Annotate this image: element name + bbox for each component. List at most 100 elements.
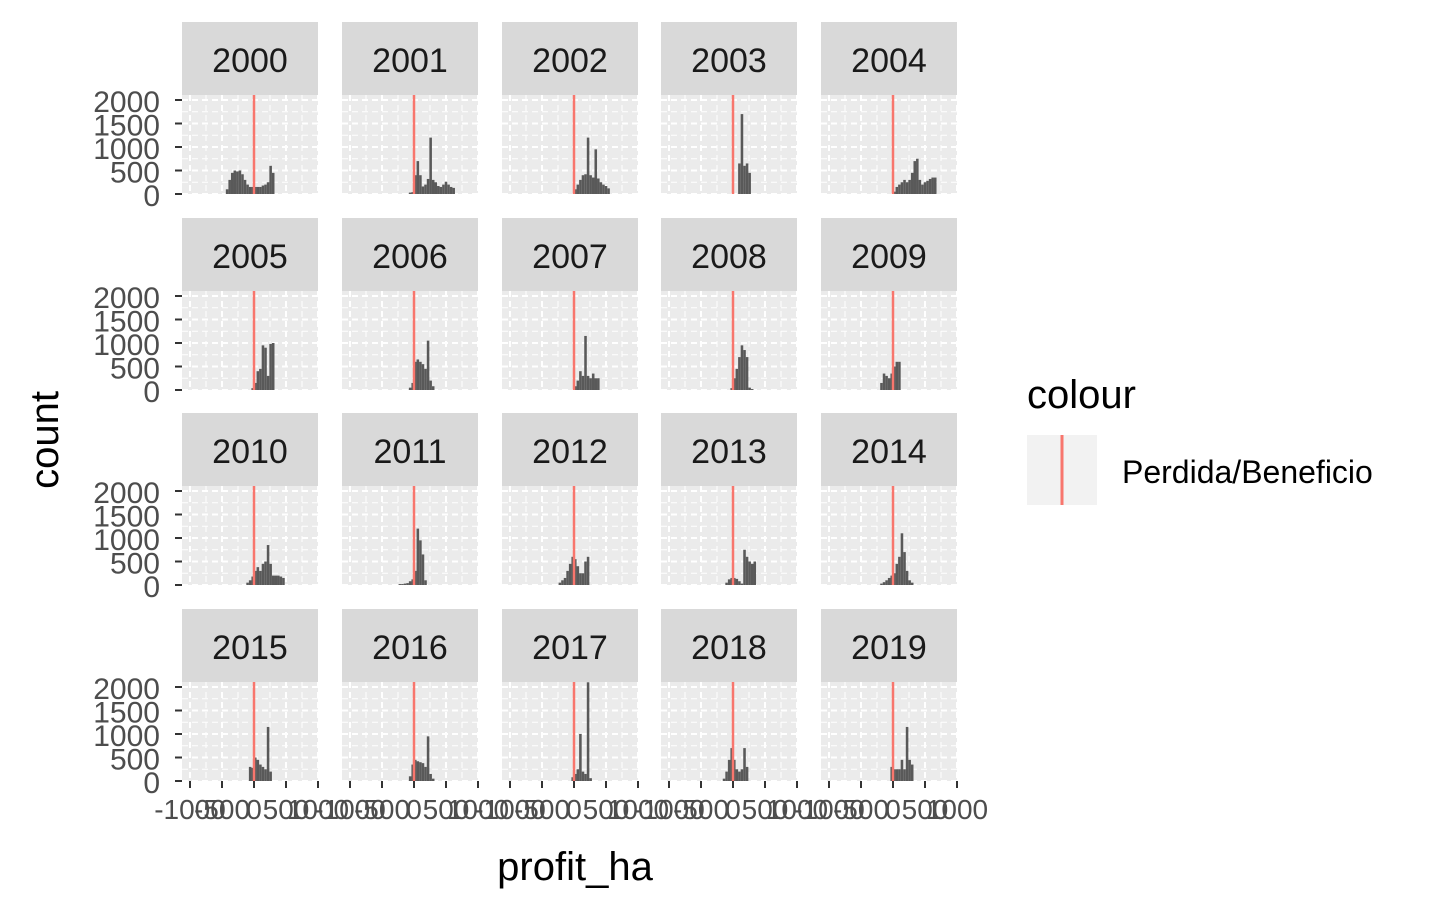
- y-tick-label: 0: [143, 571, 160, 604]
- histogram-bar: [266, 182, 270, 194]
- facet-strip-label: 2004: [851, 42, 927, 80]
- facet-strip-label: 2003: [691, 42, 767, 80]
- histogram-bar: [928, 178, 932, 194]
- facet-strip: [182, 22, 318, 95]
- histogram-bar: [748, 561, 751, 585]
- histogram-bar: [228, 179, 231, 194]
- histogram-bar: [921, 184, 924, 194]
- histogram-bar: [597, 178, 600, 194]
- histogram-bar: [589, 778, 592, 781]
- histogram-bar: [271, 575, 275, 585]
- facet-strip: [342, 22, 478, 95]
- histogram-bar: [264, 184, 267, 194]
- histogram-bar: [256, 186, 260, 194]
- histogram-bar: [256, 567, 260, 585]
- histogram-bar: [271, 172, 275, 194]
- panel-background: [182, 291, 318, 390]
- histogram-bar: [264, 347, 267, 390]
- histogram-bar: [566, 570, 569, 585]
- histogram-bar: [574, 189, 577, 194]
- histogram-bar: [750, 389, 754, 390]
- histogram-bar: [271, 343, 275, 390]
- facet-strip-label: 2008: [691, 238, 767, 276]
- y-tick-label: 1500: [93, 110, 160, 143]
- x-tick-label: -1000: [793, 794, 865, 825]
- facet-strip: [821, 609, 957, 682]
- histogram-bar: [916, 158, 919, 194]
- facet-strip-label: 2017: [532, 629, 608, 667]
- histogram-bar: [269, 343, 272, 390]
- histogram-bar: [574, 559, 577, 585]
- histogram-bar: [586, 556, 590, 585]
- facet-strip: [821, 413, 957, 486]
- histogram-bar: [735, 769, 739, 781]
- histogram-bar: [449, 186, 453, 194]
- facet-panel-2016: 2016: [342, 609, 479, 782]
- histogram-bar: [568, 563, 572, 585]
- histogram-bar: [738, 357, 741, 390]
- facet-strip-label: 2006: [372, 238, 448, 276]
- histogram-bar: [447, 184, 450, 194]
- histogram-bar: [740, 345, 744, 390]
- histogram-bar: [416, 528, 420, 585]
- facet-strip-label: 2005: [212, 238, 288, 276]
- histogram-bar: [887, 577, 891, 585]
- y-tick-label: 1000: [93, 329, 160, 362]
- histogram-bar: [254, 382, 257, 390]
- facet-panel-2018: 2018: [661, 609, 798, 782]
- histogram-bar: [243, 179, 247, 194]
- y-tick-label: 1000: [93, 524, 160, 557]
- histogram-bar: [898, 361, 901, 390]
- histogram-bar: [584, 561, 587, 585]
- panel-background: [821, 291, 957, 390]
- histogram-bar: [903, 769, 906, 781]
- facet-panel-2008: 2008: [661, 218, 798, 391]
- y-axis: 0500100015002000050010001500200005001000…: [93, 86, 182, 800]
- histogram-bar: [421, 186, 425, 194]
- histogram-bar: [910, 582, 914, 585]
- histogram-bar: [424, 184, 427, 194]
- facet-strip: [342, 609, 478, 682]
- histogram-bar: [261, 345, 265, 390]
- histogram-bar: [561, 580, 564, 585]
- facet-strip: [342, 218, 478, 291]
- histogram-bar: [251, 186, 254, 194]
- facet-strip-label: 2010: [212, 433, 288, 471]
- histogram-bar: [740, 114, 744, 194]
- facet-panel-2013: 2013: [661, 413, 798, 586]
- x-tick-label: -1000: [314, 794, 386, 825]
- histogram-bar: [910, 764, 914, 781]
- histogram-bar: [581, 375, 585, 390]
- facet-strip-label: 2013: [691, 433, 767, 471]
- panel-background: [661, 95, 797, 194]
- histogram-bar: [233, 170, 237, 194]
- y-tick-label: 1000: [93, 133, 160, 166]
- facet-panel-2019: 2019: [821, 609, 958, 782]
- histogram-bar: [893, 366, 896, 390]
- x-tick-label: -1000: [633, 794, 705, 825]
- facet-panel-2006: 2006: [342, 218, 479, 391]
- histogram-bar: [419, 762, 422, 781]
- x-tick-label: 1000: [607, 794, 669, 825]
- histogram-bar: [416, 761, 420, 781]
- histogram-bar: [254, 570, 257, 585]
- histogram-bar: [887, 378, 891, 390]
- histogram-bar: [900, 182, 904, 194]
- y-tick-label: 2000: [93, 86, 160, 119]
- histogram-bar: [264, 769, 267, 781]
- histogram-bar: [576, 380, 580, 390]
- x-tick-label: -500: [833, 794, 889, 825]
- histogram-bar: [890, 575, 893, 585]
- facet-strip-label: 2000: [212, 42, 288, 80]
- panel-background: [182, 682, 318, 781]
- histogram-bar: [743, 549, 746, 585]
- facet-strip: [661, 218, 797, 291]
- histogram-bar: [931, 177, 934, 194]
- x-axis-title: profit_ha: [497, 845, 653, 889]
- histogram-bar: [251, 767, 254, 781]
- histogram-bar: [408, 192, 412, 194]
- histogram-bar: [424, 368, 427, 390]
- histogram-bar: [431, 386, 435, 390]
- histogram-bar: [411, 764, 414, 781]
- histogram-bar: [579, 179, 582, 194]
